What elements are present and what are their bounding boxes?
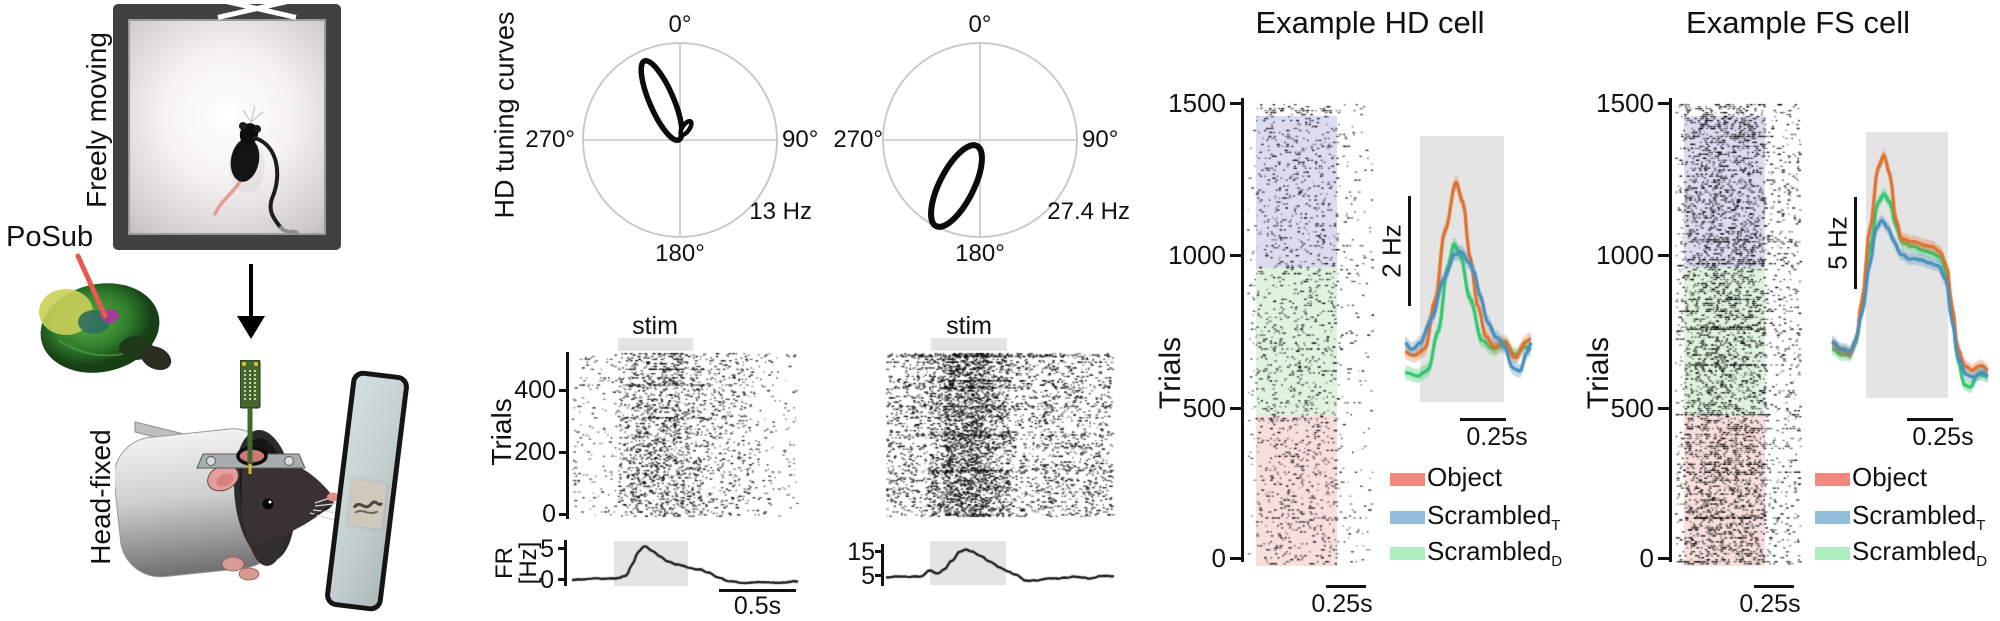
hd-raster-scalebar xyxy=(1326,585,1366,588)
fs-raster-scalebar-label: 0.25s xyxy=(1739,590,1801,618)
stim-label-1: stim xyxy=(632,312,678,340)
polar-plot-1 xyxy=(582,42,778,238)
fs-legend-scrambled-t-swatch xyxy=(1815,511,1850,524)
mid-raster1-y-axis xyxy=(566,352,569,519)
posub-label: PoSub xyxy=(6,221,94,253)
screen-object-image xyxy=(347,479,388,530)
hd-stim-fr-trace xyxy=(568,538,802,590)
hd-legend-scrambled-t-label: ScrambledT xyxy=(1427,500,1561,535)
fs-stim-fr-trace xyxy=(884,538,1118,590)
hd-stim-raster-plot xyxy=(570,352,800,519)
polar2-270deg-label: 270° xyxy=(833,126,883,153)
fs-legend-object-swatch xyxy=(1815,473,1850,486)
hd-tick-1000: 1000 xyxy=(1168,240,1226,270)
stim-label-2: stim xyxy=(946,312,992,340)
fr2-tick-15: 15 xyxy=(847,538,875,566)
head-fixed-label: Head-fixed xyxy=(85,429,116,565)
fs-raster-scalebar xyxy=(1754,585,1794,588)
hd-inset-scalebar xyxy=(1460,418,1506,421)
fr1-y-axis xyxy=(564,540,567,586)
hd-legend-object-swatch xyxy=(1390,473,1425,486)
polar2-90deg-label: 90° xyxy=(1082,126,1119,153)
fr2-tick-5: 5 xyxy=(861,562,875,590)
polar2-peak-rate: 27.4 Hz xyxy=(1047,198,1130,225)
fs-legend-object-label: Object xyxy=(1852,462,1928,492)
polar1-0deg-label: 0° xyxy=(668,11,692,38)
mid-tick-200: 200 xyxy=(514,438,556,466)
polar-plot-2 xyxy=(882,42,1078,238)
fs-cell-y-axis xyxy=(1669,98,1672,562)
fs-cell-raster-plot xyxy=(1674,103,1802,567)
tuning-lobe-1 xyxy=(638,57,685,144)
stim-bar-2 xyxy=(931,338,1007,351)
fr1-tick-5: 5 xyxy=(540,535,554,563)
hd-inset-scalebar-label: 0.25s xyxy=(1466,423,1528,451)
silicon-probe-illustration xyxy=(240,360,261,474)
freely-moving-label: Freely moving xyxy=(81,32,112,208)
hd-tick-1500: 1500 xyxy=(1168,88,1226,118)
polar1-180deg-label: 180° xyxy=(655,240,705,267)
hd-cell-raster-plot xyxy=(1246,103,1374,567)
polar1-peak-rate: 13 Hz xyxy=(749,198,812,225)
mid-tick-400: 400 xyxy=(514,376,556,404)
fs-inset-scalebar xyxy=(1907,418,1953,421)
polar2-180deg-label: 180° xyxy=(955,240,1005,267)
fs-stim-raster-plot xyxy=(884,352,1116,519)
hd-legend-scrambled-d-label: ScrambledD xyxy=(1427,536,1563,571)
fs-inset-scalebar-label: 0.25s xyxy=(1912,423,1974,451)
arena-illustration xyxy=(113,4,341,250)
hd-legend-object-label: Object xyxy=(1427,462,1503,492)
fs-tick-500: 500 xyxy=(1610,393,1654,423)
hd-tick-500: 500 xyxy=(1182,393,1226,423)
brain-illustration xyxy=(39,253,172,373)
posub-pointer-line xyxy=(75,253,108,319)
hd-legend-scrambled-t-swatch xyxy=(1390,511,1425,524)
hd-cell-psth-plot xyxy=(1400,150,1536,412)
fs-tick-1000: 1000 xyxy=(1596,240,1654,270)
hd-tuning-curves-label: HD tuning curves xyxy=(489,11,520,219)
polar1-90deg-label: 90° xyxy=(782,126,819,153)
hd-cell-y-axis xyxy=(1241,98,1244,562)
stimulus-screen-illustration xyxy=(323,369,411,613)
fr1-tick-0: 0 xyxy=(540,566,554,594)
fs-tick-1500: 1500 xyxy=(1596,88,1654,118)
fs-legend-scrambled-t-label: ScrambledT xyxy=(1852,500,1986,535)
x-marker-icon xyxy=(214,0,300,20)
fs-cell-title: Example FS cell xyxy=(1686,5,1910,40)
hd-legend-scrambled-d-swatch xyxy=(1390,547,1425,560)
polar1-270deg-label: 270° xyxy=(525,126,575,153)
fs-legend-scrambled-d-label: ScrambledD xyxy=(1852,536,1988,571)
hd-cell-title: Example HD cell xyxy=(1255,5,1485,40)
scalebar-0-5s-label: 0.5s xyxy=(733,592,782,620)
hd-raster-scalebar-label: 0.25s xyxy=(1311,590,1373,618)
fs-tick-0: 0 xyxy=(1639,543,1654,573)
stim-bar-1 xyxy=(618,338,693,351)
fs-legend-scrambled-d-swatch xyxy=(1815,547,1850,560)
fr2-y-axis xyxy=(881,544,884,586)
hd-tick-0: 0 xyxy=(1211,543,1226,573)
mid-tick-0: 0 xyxy=(542,500,556,528)
fs-cell-psth-plot xyxy=(1826,140,1994,402)
tuning-lobe-2 xyxy=(928,142,985,230)
polar2-0deg-label: 0° xyxy=(968,11,992,38)
freely-moving-mouse-illustration xyxy=(213,105,299,235)
scalebar-0-5s xyxy=(719,589,796,592)
